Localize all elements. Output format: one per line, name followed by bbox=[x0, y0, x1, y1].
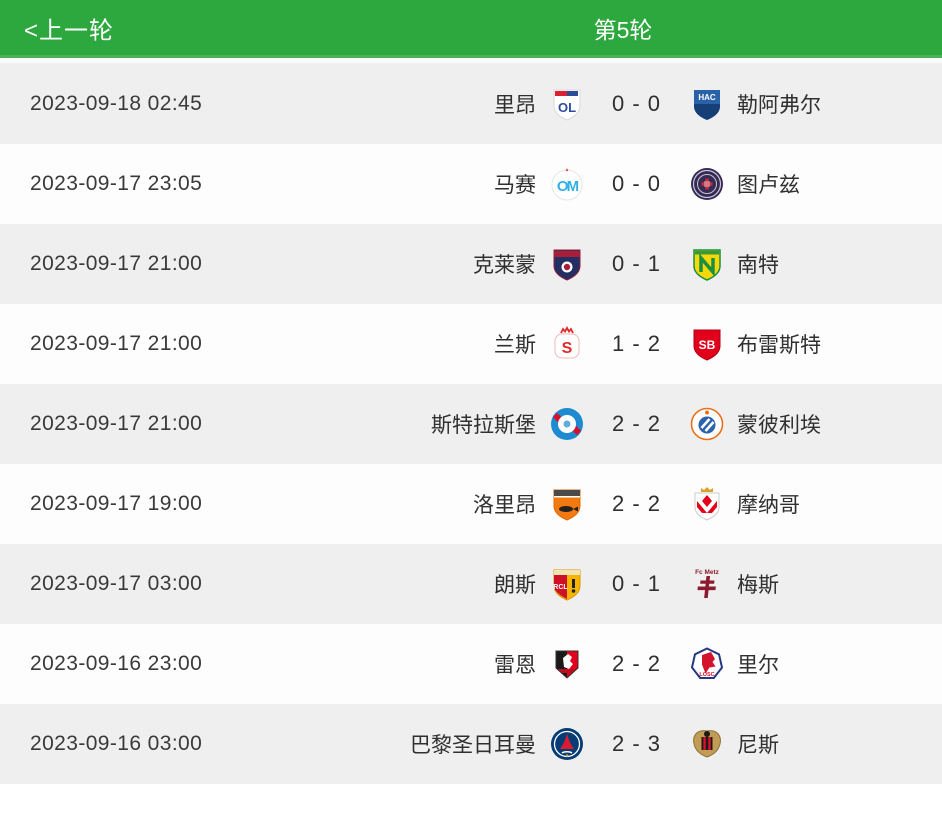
nice-ogcn-crest-icon bbox=[689, 726, 725, 762]
match-datetime: 2023-09-17 21:00 bbox=[30, 332, 203, 355]
match-score: 0 - 1 bbox=[611, 571, 662, 596]
montpellier-mhsc-crest-icon bbox=[689, 406, 725, 442]
svg-text:RCL: RCL bbox=[553, 584, 568, 591]
previous-round-button[interactable]: <上一轮 bbox=[24, 17, 115, 44]
match-row[interactable]: 2023-09-18 02:45 里昂 OL 0 - 0 HAC 勒阿弗尔 bbox=[0, 64, 942, 144]
away-team-name: 蒙彼利埃 bbox=[737, 414, 821, 437]
home-team-name: 马赛 bbox=[494, 174, 536, 197]
match-list: 2023-09-18 02:45 里昂 OL 0 - 0 HAC 勒阿弗尔 20… bbox=[0, 64, 942, 784]
match-score: 2 - 2 bbox=[611, 651, 662, 676]
away-team-name: 梅斯 bbox=[737, 574, 779, 597]
home-team-name: 兰斯 bbox=[494, 334, 536, 357]
monaco-asm-crest-icon bbox=[689, 486, 725, 522]
home-team-name: 里昂 bbox=[494, 94, 536, 117]
away-team-name: 图卢兹 bbox=[737, 174, 800, 197]
home-team-name: 雷恩 bbox=[494, 654, 536, 677]
match-row[interactable]: 2023-09-17 21:00 斯特拉斯堡 2 - 2 蒙彼利埃 bbox=[0, 384, 942, 464]
reims-crest-icon: S bbox=[549, 326, 585, 362]
away-team-name: 摩纳哥 bbox=[737, 494, 800, 517]
match-row[interactable]: 2023-09-17 03:00 朗斯 RCL 0 - 1 Fc Metz 梅斯 bbox=[0, 544, 942, 624]
lyon-ol-crest-icon: OL bbox=[549, 86, 585, 122]
psg-crest-icon bbox=[549, 726, 585, 762]
match-row[interactable]: 2023-09-17 19:00 洛里昂 2 - 2 摩纳哥 bbox=[0, 464, 942, 544]
match-score: 2 - 2 bbox=[611, 491, 662, 516]
marseille-om-crest-icon: OM bbox=[549, 166, 585, 202]
rennes-srfc-crest-icon bbox=[549, 646, 585, 682]
match-row[interactable]: 2023-09-17 21:00 兰斯 S 1 - 2 SB 布雷斯特 bbox=[0, 304, 942, 384]
away-team-name: 南特 bbox=[737, 254, 779, 277]
match-datetime: 2023-09-17 23:05 bbox=[30, 172, 203, 195]
match-score: 2 - 3 bbox=[611, 731, 662, 756]
match-score: 1 - 2 bbox=[611, 331, 662, 356]
lens-rcl-crest-icon: RCL bbox=[549, 566, 585, 602]
match-score: 0 - 1 bbox=[611, 251, 662, 276]
nantes-fcn-crest-icon bbox=[689, 246, 725, 282]
brest-sb29-crest-icon: SB bbox=[689, 326, 725, 362]
match-score: 0 - 0 bbox=[611, 171, 662, 196]
svg-text:OL: OL bbox=[558, 100, 576, 115]
home-team-name: 朗斯 bbox=[494, 574, 536, 597]
home-team-name: 洛里昂 bbox=[473, 494, 536, 517]
away-team-name: 勒阿弗尔 bbox=[737, 94, 821, 117]
strasbourg-rcsa-crest-icon bbox=[549, 406, 585, 442]
match-datetime: 2023-09-17 21:00 bbox=[30, 252, 203, 275]
match-datetime: 2023-09-16 03:00 bbox=[30, 732, 203, 755]
lorient-fcl-crest-icon bbox=[549, 486, 585, 522]
clermont-foot-crest-icon bbox=[549, 246, 585, 282]
toulouse-tfc-crest-icon bbox=[689, 166, 725, 202]
match-datetime: 2023-09-16 23:00 bbox=[30, 652, 203, 675]
round-title: 第5轮 bbox=[593, 16, 653, 43]
match-datetime: 2023-09-17 19:00 bbox=[30, 492, 203, 515]
svg-text:Fc Metz: Fc Metz bbox=[695, 569, 720, 576]
home-team-name: 克莱蒙 bbox=[473, 254, 536, 277]
round-header: <上一轮 第5轮 bbox=[0, 0, 942, 58]
home-team-name: 巴黎圣日耳曼 bbox=[410, 734, 536, 757]
metz-fc-crest-icon: Fc Metz bbox=[689, 566, 725, 602]
match-score: 0 - 0 bbox=[611, 91, 662, 116]
svg-text:OM: OM bbox=[557, 178, 579, 195]
match-datetime: 2023-09-18 02:45 bbox=[30, 92, 203, 115]
match-row[interactable]: 2023-09-17 21:00 克莱蒙 0 - 1 南特 bbox=[0, 224, 942, 304]
svg-text:SB: SB bbox=[699, 338, 716, 352]
home-team-name: 斯特拉斯堡 bbox=[431, 414, 536, 437]
lille-losc-crest-icon: LOSC bbox=[689, 646, 725, 682]
match-score: 2 - 2 bbox=[611, 411, 662, 436]
away-team-name: 尼斯 bbox=[737, 734, 779, 757]
away-team-name: 布雷斯特 bbox=[737, 334, 821, 357]
away-team-name: 里尔 bbox=[737, 654, 779, 677]
svg-text:S: S bbox=[562, 340, 573, 357]
match-row[interactable]: 2023-09-16 03:00 巴黎圣日耳曼 2 - 3 尼斯 bbox=[0, 704, 942, 784]
header-divider bbox=[0, 58, 942, 64]
svg-text:HAC: HAC bbox=[698, 93, 716, 102]
svg-text:LOSC: LOSC bbox=[699, 672, 714, 678]
match-datetime: 2023-09-17 03:00 bbox=[30, 572, 203, 595]
match-row[interactable]: 2023-09-17 23:05 马赛 OM 0 - 0 图卢兹 bbox=[0, 144, 942, 224]
match-datetime: 2023-09-17 21:00 bbox=[30, 412, 203, 435]
le-havre-hac-crest-icon: HAC bbox=[689, 86, 725, 122]
match-row[interactable]: 2023-09-16 23:00 雷恩 2 - 2 LOSC 里尔 bbox=[0, 624, 942, 704]
